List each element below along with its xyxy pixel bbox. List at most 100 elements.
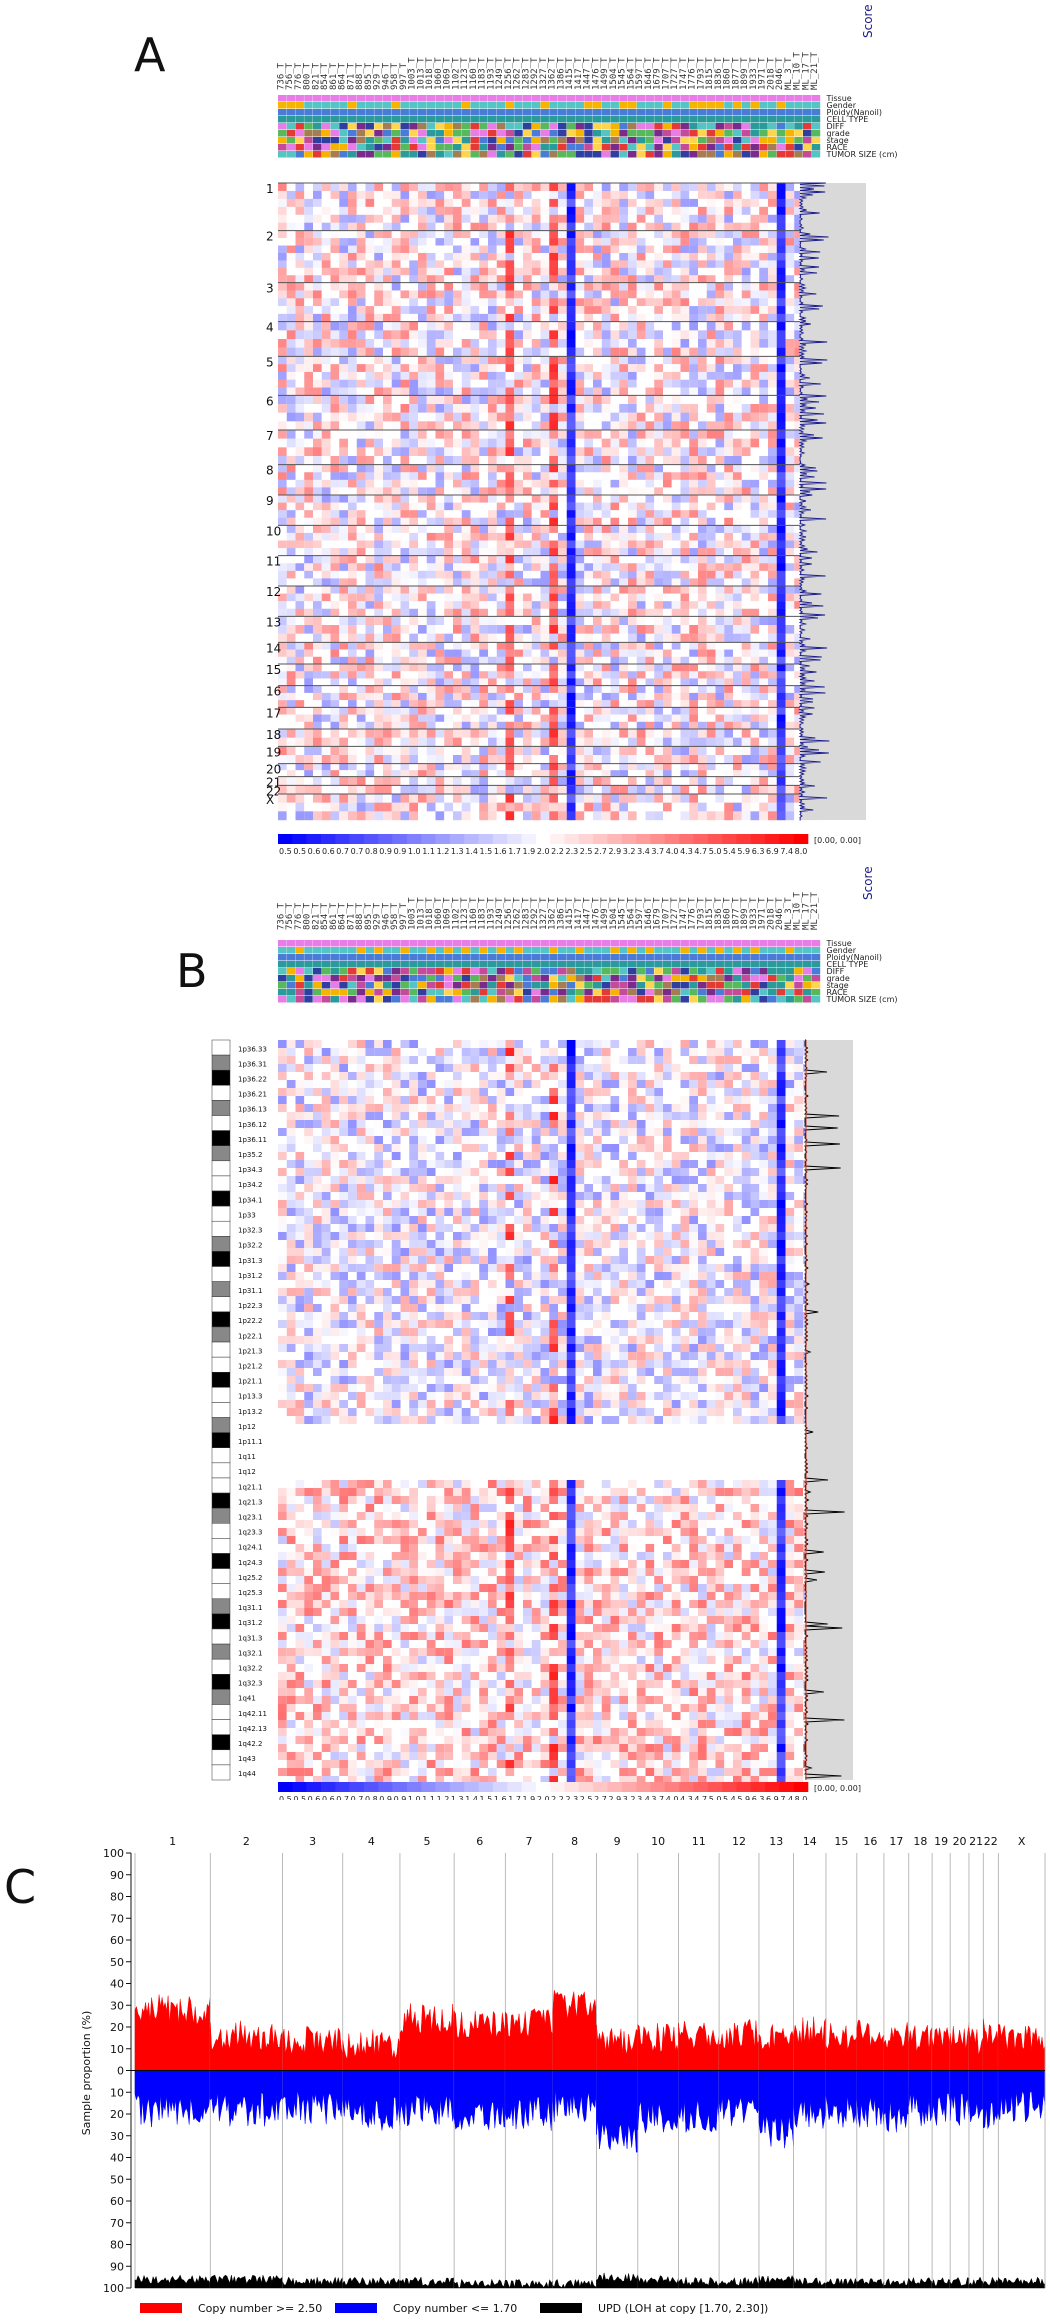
a-heatmap-cell bbox=[645, 700, 655, 708]
a-heatmap-cell bbox=[286, 298, 296, 307]
a-heatmap-cell bbox=[444, 330, 453, 340]
a-heatmap-cell bbox=[689, 198, 698, 208]
a-heatmap-cell bbox=[278, 570, 287, 579]
a-heatmap-cell bbox=[619, 464, 628, 473]
a-annotation-cell bbox=[523, 123, 532, 130]
a-heatmap-cell bbox=[505, 282, 515, 291]
a-heatmap-cell bbox=[488, 548, 497, 556]
a-heatmap-cell bbox=[523, 548, 532, 556]
a-heatmap-cell bbox=[286, 252, 296, 261]
a-heatmap-cell bbox=[698, 298, 707, 307]
a-heatmap-cell bbox=[689, 616, 698, 626]
a-heatmap-cell bbox=[356, 356, 366, 365]
a-heatmap-cell bbox=[724, 238, 733, 246]
a-heatmap-cell bbox=[680, 252, 690, 261]
a-heatmap-cell bbox=[549, 707, 558, 715]
a-annotation-cell bbox=[733, 130, 742, 137]
a-annotation-cell bbox=[610, 130, 619, 137]
a-heatmap-cell bbox=[409, 421, 418, 431]
a-heatmap-cell bbox=[426, 487, 436, 496]
a-heatmap-cell bbox=[278, 222, 287, 231]
a-heatmap-cell bbox=[435, 671, 445, 679]
a-heatmap-cell bbox=[470, 222, 480, 231]
a-heatmap-cell bbox=[339, 656, 348, 665]
a-annotation-cell bbox=[715, 123, 724, 130]
a-heatmap-cell bbox=[479, 593, 488, 602]
a-annotation-cell bbox=[540, 137, 549, 144]
a-heatmap-cell bbox=[444, 616, 453, 626]
a-heatmap-cell bbox=[750, 700, 760, 708]
a-heatmap-cell bbox=[689, 290, 698, 299]
a-annotation-cell bbox=[496, 116, 506, 123]
a-heatmap-cell bbox=[348, 421, 357, 431]
a-heatmap-cell bbox=[374, 364, 383, 373]
a-heatmap-cell bbox=[759, 540, 768, 549]
a-heatmap-cell bbox=[575, 313, 585, 322]
a-chromosome-label: 5 bbox=[266, 355, 274, 369]
a-heatmap-cell bbox=[698, 678, 707, 686]
a-heatmap-cell bbox=[610, 321, 620, 331]
a-heatmap-cell bbox=[409, 356, 418, 365]
a-heatmap-cell bbox=[706, 608, 716, 617]
a-heatmap-cell bbox=[356, 267, 366, 276]
a-heatmap-cell bbox=[304, 540, 313, 549]
a-heatmap-cell bbox=[444, 412, 453, 422]
a-heatmap-cell bbox=[776, 707, 786, 715]
a-heatmap-cell bbox=[304, 282, 313, 291]
a-heatmap-cell bbox=[706, 563, 716, 572]
a-heatmap-cell bbox=[453, 479, 462, 488]
a-heatmap-cell bbox=[654, 347, 663, 357]
a-heatmap-cell bbox=[461, 190, 471, 200]
a-heatmap-cell bbox=[601, 608, 611, 617]
a-heatmap-cell bbox=[741, 517, 751, 526]
a-heatmap-cell bbox=[461, 395, 471, 405]
a-heatmap-cell bbox=[391, 714, 401, 722]
a-heatmap-cell bbox=[321, 275, 331, 283]
a-heatmap-cell bbox=[619, 447, 628, 457]
a-heatmap-cell bbox=[286, 656, 296, 665]
a-heatmap-cell bbox=[671, 479, 681, 488]
a-heatmap-cell bbox=[654, 379, 663, 388]
a-heatmap-cell bbox=[593, 245, 602, 254]
a-heatmap-cell bbox=[365, 700, 375, 708]
a-heatmap-cell bbox=[671, 517, 681, 526]
a-heatmap-cell bbox=[278, 593, 287, 602]
a-heatmap-cell bbox=[348, 347, 357, 357]
a-heatmap-cell bbox=[444, 214, 453, 223]
a-heatmap-cell bbox=[383, 298, 392, 307]
a-heatmap-cell bbox=[601, 616, 611, 626]
a-heatmap-cell bbox=[348, 190, 357, 200]
a-heatmap-cell bbox=[601, 456, 611, 465]
a-annotation-cell bbox=[803, 137, 812, 144]
a-annotation-cell bbox=[418, 137, 427, 144]
a-heatmap-cell bbox=[470, 517, 480, 526]
a-heatmap-cell bbox=[698, 222, 707, 231]
a-heatmap-cell bbox=[470, 313, 480, 322]
a-heatmap-cell bbox=[636, 282, 646, 291]
a-heatmap-cell bbox=[339, 321, 348, 331]
a-heatmap-cell bbox=[540, 656, 550, 665]
a-heatmap-cell bbox=[330, 548, 340, 556]
a-heatmap-cell bbox=[295, 472, 305, 481]
a-heatmap-cell bbox=[671, 685, 681, 694]
a-heatmap-cell bbox=[593, 379, 602, 388]
a-heatmap-cell bbox=[724, 356, 733, 365]
a-heatmap-cell bbox=[453, 692, 462, 701]
a-heatmap-cell bbox=[741, 245, 751, 254]
a-heatmap-cell bbox=[348, 252, 357, 261]
a-sample-label: 1860_T bbox=[723, 57, 733, 90]
a-heatmap-cell bbox=[768, 633, 777, 643]
a-heatmap-cell bbox=[680, 586, 690, 594]
a-heatmap-cell bbox=[426, 430, 436, 439]
a-heatmap-cell bbox=[435, 404, 445, 413]
a-heatmap-cell bbox=[689, 364, 698, 373]
a-heatmap-cell bbox=[409, 707, 418, 715]
a-annotation-cell bbox=[619, 102, 628, 109]
a-heatmap-cell bbox=[321, 517, 331, 526]
a-heatmap-cell bbox=[470, 347, 480, 357]
a-heatmap-cell bbox=[636, 404, 646, 413]
a-heatmap-cell bbox=[496, 290, 506, 299]
a-heatmap-cell bbox=[496, 525, 506, 534]
a-annotation-cell bbox=[461, 109, 471, 116]
a-annotation-cell bbox=[365, 109, 374, 116]
